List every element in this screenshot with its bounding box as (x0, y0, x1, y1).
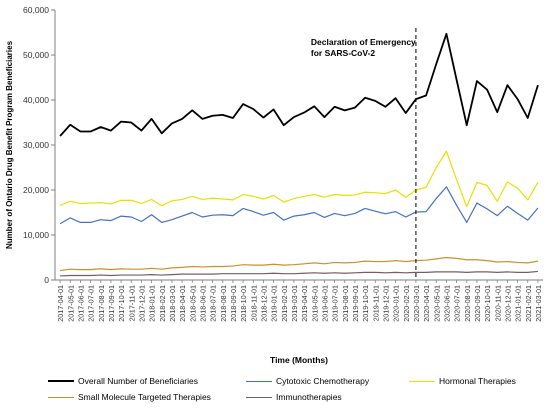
y-tick-label: 10,000 (23, 230, 49, 240)
x-tick-label: 2018-02-01 (158, 285, 167, 322)
y-axis-label: Number of Ontario Drug Benefit Program B… (5, 40, 14, 249)
x-tick-label: 2019-11-01 (371, 285, 380, 321)
x-tick-label: 2017-06-01 (76, 285, 85, 322)
x-tick-label: 2018-11-01 (249, 285, 258, 321)
x-tick-label: 2018-09-01 (229, 285, 238, 322)
y-tick-label: 40,000 (23, 95, 49, 105)
x-tick-label: 2017-10-01 (117, 285, 126, 322)
legend-swatch-overall (48, 380, 74, 382)
y-tick-label: 0 (44, 275, 49, 285)
x-tick-label: 2020-04-01 (422, 285, 431, 322)
x-tick-label: 2020-06-01 (442, 285, 451, 322)
x-tick-label: 2017-07-01 (87, 285, 96, 322)
x-tick-label: 2019-04-01 (300, 285, 309, 322)
legend: Overall Number of Beneficiaries Cytotoxi… (48, 376, 543, 402)
x-tick-label: 2020-03-01 (412, 285, 421, 322)
x-axis-ticks: 2017-04-01 2017-05-01 2017-06-01 2017-07-01… (56, 280, 543, 322)
x-tick-label: 2020-05-01 (432, 285, 441, 322)
legend-label-small-molecule: Small Molecule Targeted Therapies (78, 392, 211, 402)
x-tick-label: 2020-02-01 (402, 285, 411, 322)
y-axis-ticks: 0 10,000 20,000 30,000 40,000 50,000 60,000 (23, 5, 55, 285)
x-tick-label: 2018-07-01 (209, 285, 218, 322)
x-tick-label: 2017-11-01 (127, 285, 136, 321)
legend-swatch-small-molecule (48, 396, 74, 398)
x-tick-label: 2021-03-01 (534, 285, 543, 322)
legend-item-immunotherapies: Immunotherapies (246, 392, 409, 402)
x-tick-label: 2019-05-01 (310, 285, 319, 322)
x-tick-label: 2020-12-01 (503, 285, 512, 322)
x-tick-label: 2018-12-01 (259, 285, 268, 322)
x-tick-label: 2018-08-01 (219, 285, 228, 322)
x-tick-label: 2020-10-01 (483, 285, 492, 322)
legend-item-hormonal: Hormonal Therapies (409, 376, 543, 386)
x-tick-label: 2020-08-01 (463, 285, 472, 322)
x-tick-label: 2020-09-01 (473, 285, 482, 322)
legend-label-cytotoxic: Cytotoxic Chemotherapy (276, 376, 370, 386)
x-tick-label: 2017-05-01 (66, 285, 75, 322)
annotation-text-line-2: for SARS-CoV-2 (311, 48, 376, 58)
x-tick-label: 2021-02-01 (524, 285, 533, 322)
legend-swatch-hormonal (409, 380, 435, 382)
x-axis-label: Time (Months) (270, 355, 328, 365)
emergency-annotation: Declaration of Emergency for SARS-CoV-2 (311, 28, 417, 280)
legend-swatch-immunotherapies (246, 396, 272, 398)
x-tick-label: 2018-05-01 (188, 285, 197, 322)
legend-label-hormonal: Hormonal Therapies (439, 376, 516, 386)
x-tick-label: 2019-09-01 (351, 285, 360, 322)
x-tick-label: 2017-12-01 (137, 285, 146, 322)
series-line-small-molecule-targeted-therapies (60, 256, 539, 272)
x-tick-label: 2019-07-01 (331, 285, 340, 322)
legend-item-small-molecule: Small Molecule Targeted Therapies (48, 392, 246, 402)
x-tick-label: 2018-04-01 (178, 285, 187, 322)
legend-item-cytotoxic: Cytotoxic Chemotherapy (246, 376, 409, 386)
x-tick-label: 2019-06-01 (320, 285, 329, 322)
x-tick-label: 2017-09-01 (107, 285, 116, 322)
y-tick-label: 60,000 (23, 5, 49, 15)
legend-swatch-cytotoxic (246, 380, 272, 382)
axes (54, 10, 543, 281)
x-tick-label: 2021-01-01 (514, 285, 523, 322)
x-tick-label: 2019-03-01 (290, 285, 299, 322)
series-lines (59, 32, 539, 277)
x-tick-label: 2018-06-01 (198, 285, 207, 322)
x-tick-label: 2017-08-01 (97, 285, 106, 322)
x-tick-label: 2019-02-01 (280, 285, 289, 322)
x-tick-label: 2019-12-01 (381, 285, 390, 322)
legend-label-immunotherapies: Immunotherapies (276, 392, 342, 402)
x-tick-label: 2019-08-01 (341, 285, 350, 322)
x-tick-label: 2018-03-01 (168, 285, 177, 322)
x-tick-label: 2019-01-01 (270, 285, 279, 322)
series-line-immunotherapies (60, 270, 538, 277)
legend-label-overall: Overall Number of Beneficiaries (78, 376, 198, 386)
x-tick-label: 2020-01-01 (392, 285, 401, 322)
y-tick-label: 50,000 (23, 50, 49, 60)
y-tick-label: 30,000 (23, 140, 49, 150)
x-tick-label: 2020-07-01 (453, 285, 462, 322)
series-line-overall-number-of-beneficiaries (59, 32, 539, 137)
x-tick-label: 2018-10-01 (239, 285, 248, 322)
y-tick-label: 20,000 (23, 185, 49, 195)
series-line-cytotoxic-chemotherapy (59, 186, 539, 225)
x-tick-label: 2019-10-01 (361, 285, 370, 322)
x-tick-label: 2020-11-01 (493, 285, 502, 321)
annotation-text-line-1: Declaration of Emergency (311, 37, 416, 47)
series-line-hormonal-therapies (59, 150, 539, 208)
x-tick-label: 2018-01-01 (148, 285, 157, 322)
legend-item-overall: Overall Number of Beneficiaries (48, 376, 246, 386)
x-tick-label: 2017-04-01 (56, 285, 65, 322)
